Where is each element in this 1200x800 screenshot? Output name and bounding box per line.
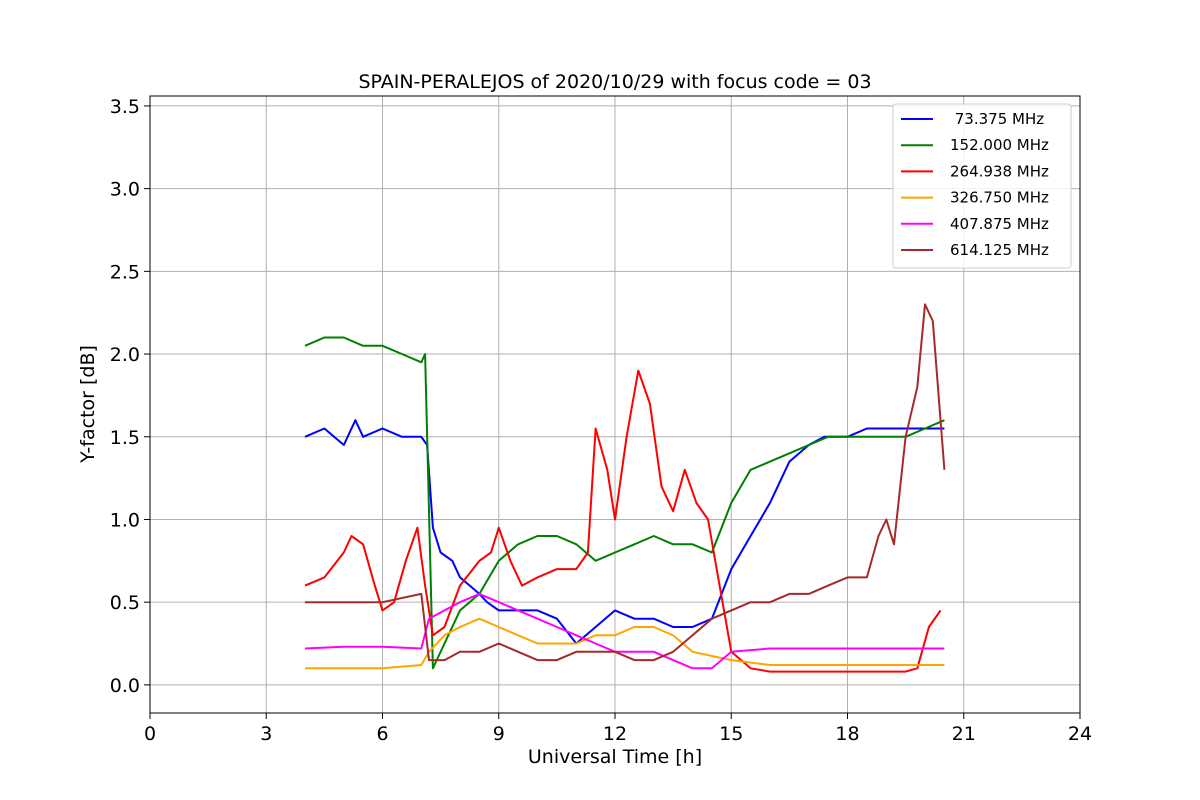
y-tick-label: 3.0 (110, 179, 140, 201)
y-tick-label: 2.5 (110, 261, 140, 283)
legend-label: 264.938 MHz (950, 162, 1049, 180)
x-tick-label: 3 (260, 723, 272, 745)
x-tick-label: 18 (835, 723, 859, 745)
legend-box (892, 103, 1072, 269)
y-tick-label: 0.0 (110, 675, 140, 697)
series-line-5 (305, 303, 946, 662)
x-axis-label: Universal Time [h] (528, 746, 702, 768)
x-axis: 0 3 6 9 12 15 18 21 24 (144, 713, 1092, 745)
x-tick-label: 12 (603, 723, 627, 745)
x-tick-label: 24 (1068, 723, 1092, 745)
y-tick-label: 1.5 (110, 427, 140, 449)
series-line-1 (304, 336, 945, 670)
x-tick-label: 6 (376, 723, 388, 745)
series-line-4 (304, 592, 945, 670)
y-tick-label: 2.0 (110, 344, 140, 366)
y-axis-label: Y-factor [dB] (77, 345, 99, 464)
x-tick-label: 9 (493, 723, 505, 745)
x-tick-label: 21 (952, 723, 976, 745)
chart-title: SPAIN-PERALEJOS of 2020/10/29 with focus… (358, 71, 871, 93)
legend-label: 152.000 MHz (950, 136, 1049, 154)
series-line-2 (304, 369, 942, 673)
y-tick-label: 0.5 (110, 592, 140, 614)
series-group (304, 303, 946, 673)
x-tick-label: 15 (719, 723, 743, 745)
x-tick-label: 0 (144, 723, 156, 745)
legend-label: 614.125 MHz (950, 241, 1049, 259)
y-tick-label: 3.5 (110, 96, 140, 118)
legend-label: 73.375 MHz (950, 110, 1044, 128)
legend-label: 407.875 MHz (950, 215, 1049, 233)
y-tick-label: 1.0 (110, 509, 140, 531)
y-axis: 0.0 0.5 1.0 1.5 2.0 2.5 3.0 3.5 (110, 96, 150, 697)
legend: 73.375 MHz 152.000 MHz 264.938 MHz 326.750 … (892, 103, 1072, 269)
legend-label: 326.750 MHz (950, 189, 1049, 207)
